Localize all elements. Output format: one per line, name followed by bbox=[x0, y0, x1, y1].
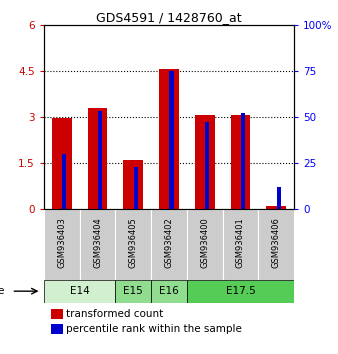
Bar bbox=[151, 209, 187, 280]
Bar bbox=[266, 206, 286, 209]
Bar bbox=[80, 209, 115, 280]
Bar bbox=[195, 115, 215, 209]
Bar bbox=[151, 280, 187, 303]
Bar bbox=[115, 280, 151, 303]
Text: E16: E16 bbox=[159, 286, 179, 296]
Text: GSM936405: GSM936405 bbox=[129, 217, 138, 268]
Bar bbox=[115, 209, 151, 280]
Bar bbox=[187, 209, 223, 280]
Bar bbox=[187, 280, 294, 303]
Text: GSM936404: GSM936404 bbox=[93, 217, 102, 268]
Bar bbox=[205, 122, 209, 209]
Bar bbox=[98, 111, 102, 209]
Bar bbox=[134, 166, 138, 209]
Text: GSM936406: GSM936406 bbox=[272, 217, 281, 268]
Text: GSM936401: GSM936401 bbox=[236, 217, 245, 268]
Bar bbox=[44, 209, 80, 280]
Bar bbox=[276, 187, 281, 209]
Text: GSM936400: GSM936400 bbox=[200, 217, 209, 268]
Bar bbox=[51, 309, 63, 319]
Bar bbox=[258, 209, 294, 280]
Text: transformed count: transformed count bbox=[67, 309, 164, 319]
Text: percentile rank within the sample: percentile rank within the sample bbox=[67, 324, 242, 334]
Bar bbox=[51, 324, 63, 334]
Text: E15: E15 bbox=[123, 286, 143, 296]
Bar bbox=[169, 71, 174, 209]
Bar bbox=[223, 209, 258, 280]
Bar bbox=[123, 160, 143, 209]
Bar bbox=[241, 113, 245, 209]
Text: E14: E14 bbox=[70, 286, 90, 296]
Bar bbox=[62, 154, 67, 209]
Bar bbox=[44, 280, 115, 303]
Bar bbox=[159, 69, 179, 209]
Bar bbox=[52, 118, 72, 209]
Text: E17.5: E17.5 bbox=[225, 286, 255, 296]
Text: GSM936402: GSM936402 bbox=[165, 217, 173, 268]
Text: age: age bbox=[0, 286, 5, 296]
Title: GDS4591 / 1428760_at: GDS4591 / 1428760_at bbox=[96, 11, 242, 24]
Text: GSM936403: GSM936403 bbox=[57, 217, 66, 268]
Bar bbox=[231, 115, 250, 209]
Bar bbox=[88, 108, 107, 209]
